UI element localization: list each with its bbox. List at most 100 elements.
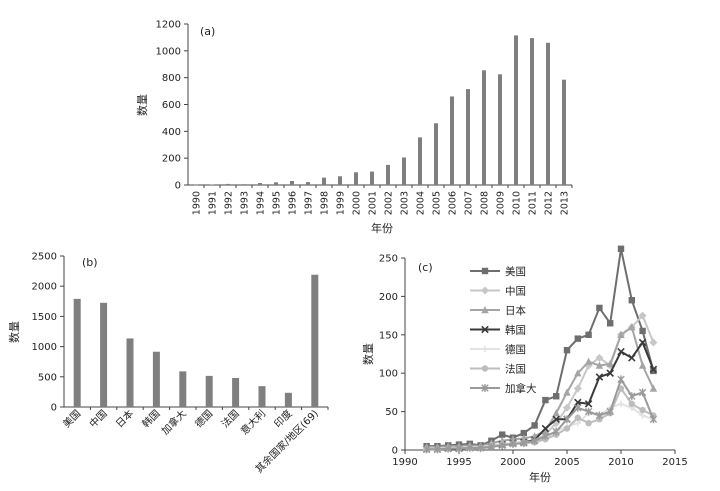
panel-c-x-tick-label: 2015	[662, 457, 687, 468]
panel-c-point	[595, 353, 604, 362]
panel-b-y-tick-label: 1000	[32, 342, 57, 353]
panel-a-y-tick-label: 1000	[156, 46, 181, 57]
panel-b-bar	[232, 378, 240, 407]
panel-a-bar	[466, 89, 470, 185]
panel-c-point	[530, 436, 539, 445]
panel-a-y-tick-label: 200	[162, 154, 181, 165]
panel-c-legend-label: 加拿大	[505, 382, 537, 395]
panel-c-point	[487, 442, 496, 451]
panel-c-legend-marker	[481, 306, 489, 314]
panel-a-bar	[386, 164, 390, 185]
panel-a-x-tick-label: 2001	[368, 191, 379, 215]
panel-c-point	[573, 384, 582, 393]
panel-c-point	[639, 412, 646, 419]
panel-c-y-tick-label: 50	[385, 407, 398, 418]
panel-a-bar	[546, 42, 550, 186]
panel-a-x-tick-label: 2010	[512, 191, 523, 215]
panel-b-x-tick-label: 日本	[113, 407, 136, 430]
panel-a-x-tick-label: 2008	[480, 191, 491, 215]
panel-b-x-tick-label: 印度	[271, 407, 294, 430]
panel-b-bar	[152, 351, 160, 407]
panel-c-legend-marker	[481, 286, 489, 295]
panel-c-point	[617, 400, 625, 408]
panel-b-bar	[73, 298, 81, 407]
panel-a-bar	[274, 182, 278, 185]
panel-c-point	[498, 441, 506, 450]
panel-c-legend-item: 加拿大	[470, 382, 537, 395]
panel-c-legend-item: 美国	[470, 265, 526, 278]
panel-c-point	[628, 392, 636, 401]
panel-c-point	[541, 424, 550, 433]
panel-a-bar	[402, 157, 406, 185]
panel-a-bar	[450, 96, 454, 185]
panel-a-y-tick-label: 400	[162, 127, 181, 138]
panel-c-point	[628, 400, 635, 408]
panel-c-y-tick-label: 250	[379, 254, 398, 265]
panel-a-x-tick-label: 1999	[336, 191, 347, 215]
panel-a-bar	[370, 171, 374, 185]
panel-a-bar	[434, 123, 438, 185]
panel-a-bar	[514, 35, 518, 185]
panel-b-ylabel: 数量	[8, 321, 21, 343]
panel-b-x-tick-label: 美国	[60, 407, 83, 430]
panel-c-x-tick-label: 2010	[608, 457, 633, 468]
panel-a-bar	[498, 74, 502, 185]
panel-a-x-tick-label: 2013	[560, 191, 571, 215]
panel-c-point	[628, 323, 636, 331]
panel-c-point	[520, 429, 527, 437]
panel-c-point	[422, 445, 431, 454]
panel-c-series-6	[422, 375, 658, 454]
panel-c-legend-marker	[481, 325, 489, 334]
panel-a-x-tick-label: 2003	[400, 191, 411, 215]
panel-a-x-tick-label: 1993	[240, 191, 251, 215]
panel-c-legend-label: 德国	[505, 343, 526, 356]
panel-a-bars	[194, 35, 566, 186]
panel-c-x-tick-label: 2005	[554, 457, 579, 468]
panel-a-x-tick-label: 1994	[256, 191, 267, 215]
panel-a-bar	[322, 177, 326, 185]
panel-a-bar	[226, 183, 230, 185]
panel-c-point	[563, 346, 571, 354]
panel-a-bar-chart: (a) 数量 年份 0 200 400 600 800 1000 1200 1990 1991 1…	[136, 20, 573, 235]
panel-c-point	[552, 427, 560, 436]
panel-a-bar	[562, 79, 566, 185]
panel-c-point	[574, 398, 582, 407]
panel-c-ylabel: 数量	[362, 343, 375, 365]
panel-c-point	[649, 384, 658, 392]
panel-c-point	[552, 409, 560, 417]
panel-b-x-tick-label: 中国	[86, 407, 109, 430]
panel-a-xlabel: 年份	[371, 221, 393, 235]
panel-a-bar	[354, 172, 358, 185]
panel-a-bar	[338, 176, 342, 185]
panel-a-bar	[194, 184, 198, 186]
panel-c-point	[563, 403, 571, 412]
panel-c-line-chart: (c) 数量 年份 0 50 100 150 200 250 1990 1995 2000 200…	[362, 245, 688, 484]
panel-c-point	[595, 373, 604, 381]
panel-c-point	[638, 388, 647, 397]
panel-a-label: (a)	[200, 25, 215, 38]
panel-a-bar	[210, 184, 214, 186]
panel-a-x-tick-label: 2006	[448, 191, 459, 215]
panel-b-y-tick-label: 2000	[32, 282, 57, 293]
panel-c-point	[617, 347, 625, 356]
panel-b-y-tick-label: 0	[51, 403, 57, 414]
panel-c-point	[638, 338, 647, 347]
panel-c-point	[553, 393, 560, 400]
panel-a-x-tick-label: 2002	[384, 191, 395, 215]
panel-c-point	[584, 400, 593, 408]
panel-c-point	[552, 415, 560, 424]
panel-c-legend-label: 中国	[505, 285, 526, 298]
panel-a-bar	[418, 137, 422, 185]
panel-c-point	[606, 359, 614, 368]
panel-b-x-tick-label: 加拿大	[159, 407, 189, 437]
panel-c-legend-marker	[481, 345, 489, 353]
panel-c-legend-item: 德国	[470, 343, 526, 356]
panel-c-point	[639, 406, 646, 414]
panel-c-series-3	[422, 338, 658, 453]
panel-c-series	[422, 245, 658, 454]
panel-b-bar	[284, 392, 292, 407]
panel-c-legend-marker	[481, 365, 489, 372]
panel-a-x-tick-label: 1996	[288, 191, 299, 215]
panel-c-legend-item: 中国	[470, 285, 526, 298]
